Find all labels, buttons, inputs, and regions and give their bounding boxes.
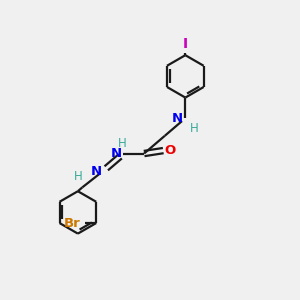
- Text: N: N: [111, 147, 122, 160]
- Text: H: H: [74, 170, 82, 183]
- Text: N: N: [90, 165, 101, 178]
- Text: Br: Br: [63, 217, 80, 230]
- Text: I: I: [183, 38, 188, 51]
- Text: O: O: [165, 144, 176, 157]
- Text: N: N: [172, 112, 183, 125]
- Text: H: H: [190, 122, 199, 135]
- Text: H: H: [118, 137, 126, 150]
